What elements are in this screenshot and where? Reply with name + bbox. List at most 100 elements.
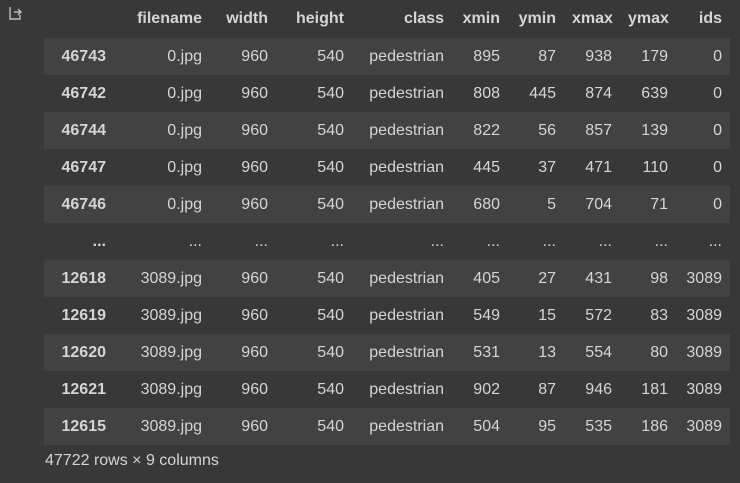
cell-height: 540	[317, 121, 344, 139]
cell-xmin: 531	[473, 343, 500, 361]
cell-xmin: 808	[473, 84, 500, 102]
row-index: 46742	[61, 84, 107, 102]
table-header: filename width height class xmin ymin xmax ymax…	[44, 0, 730, 38]
output-redirect-icon[interactable]	[8, 6, 22, 20]
table-row: 46742 0.jpg 960 540 pedestrian 808 445 874 639 0	[44, 75, 730, 112]
cell-xmax: 471	[585, 158, 612, 176]
cell-class: pedestrian	[369, 47, 444, 65]
cell-ymax: ...	[654, 232, 668, 250]
cell-filename: 3089.jpg	[140, 343, 202, 361]
cell-ymin: 5	[547, 195, 556, 213]
cell-ymin: 15	[538, 306, 556, 324]
cell-width: 960	[241, 343, 268, 361]
cell-width: 960	[241, 121, 268, 139]
table-row: 12621 3089.jpg 960 540 pedestrian 902 87 946 181…	[44, 371, 730, 408]
cell-height: 540	[317, 195, 344, 213]
cell-xmin: 549	[473, 306, 500, 324]
column-header-width: width	[226, 10, 268, 27]
cell-xmax: 554	[585, 343, 612, 361]
cell-ymax: 80	[650, 343, 668, 361]
row-index: 12619	[61, 306, 107, 324]
row-index: 46743	[61, 47, 107, 65]
cell-ids: 0	[713, 158, 722, 176]
dataframe-table: filename width height class xmin ymin xmax ymax…	[44, 0, 730, 445]
cell-ymin: 13	[538, 343, 556, 361]
column-header-ymin: ymin	[518, 10, 556, 27]
cell-ymin: 87	[538, 47, 556, 65]
cell-xmin: 680	[473, 195, 500, 213]
row-index: 46746	[61, 195, 107, 213]
cell-ids: 0	[713, 195, 722, 213]
cell-xmax: 704	[585, 195, 612, 213]
cell-xmax: 431	[585, 269, 612, 287]
cell-ymin: ...	[542, 232, 556, 250]
column-header-xmax: xmax	[572, 10, 613, 27]
dataframe-shape-summary: 47722 rows × 9 columns	[45, 452, 219, 469]
cell-ids: 3089	[686, 380, 722, 398]
row-index: ...	[92, 232, 106, 250]
cell-width: 960	[241, 84, 268, 102]
cell-ymax: 83	[650, 306, 668, 324]
dataframe-output: filename width height class xmin ymin xmax ymax…	[44, 0, 732, 445]
cell-ids: 3089	[686, 269, 722, 287]
row-index: 12620	[61, 343, 107, 361]
cell-class: pedestrian	[369, 121, 444, 139]
cell-height: 540	[317, 158, 344, 176]
cell-xmax: 874	[585, 84, 612, 102]
cell-filename: 3089.jpg	[140, 269, 202, 287]
column-header-xmin: xmin	[462, 10, 500, 27]
cell-ymin: 37	[538, 158, 556, 176]
header-row: filename width height class xmin ymin xmax ymax…	[44, 0, 730, 38]
cell-filename: 0.jpg	[167, 121, 202, 139]
cell-ymax: 179	[641, 47, 668, 65]
cell-xmin: 822	[473, 121, 500, 139]
cell-filename: 3089.jpg	[140, 380, 202, 398]
cell-ymin: 27	[538, 269, 556, 287]
cell-height: ...	[330, 232, 344, 250]
cell-height: 540	[317, 306, 344, 324]
cell-xmax: 938	[585, 47, 612, 65]
cell-width: 960	[241, 306, 268, 324]
column-header-class: class	[403, 10, 444, 27]
cell-ids: ...	[708, 232, 722, 250]
cell-ymin: 56	[538, 121, 556, 139]
table-row: 12620 3089.jpg 960 540 pedestrian 531 13 554 80 3…	[44, 334, 730, 371]
cell-ids: 3089	[686, 306, 722, 324]
cell-ids: 3089	[686, 343, 722, 361]
table-row: 12618 3089.jpg 960 540 pedestrian 405 27 431 98 3…	[44, 260, 730, 297]
column-header-ids: ids	[698, 10, 722, 27]
cell-ids: 3089	[686, 417, 722, 435]
table-row: 46743 0.jpg 960 540 pedestrian 895 87 938 179 0	[44, 38, 730, 75]
cell-ymax: 139	[641, 121, 668, 139]
cell-ymin: 445	[529, 84, 556, 102]
cell-class: ...	[430, 232, 444, 250]
row-index: 46744	[61, 121, 107, 139]
cell-filename: 3089.jpg	[140, 306, 202, 324]
cell-ymax: 181	[641, 380, 668, 398]
cell-ymax: 71	[650, 195, 668, 213]
cell-class: pedestrian	[369, 380, 444, 398]
cell-xmin: 895	[473, 47, 500, 65]
cell-filename: 3089.jpg	[140, 417, 202, 435]
cell-filename: 0.jpg	[167, 47, 202, 65]
cell-width: 960	[241, 380, 268, 398]
cell-width: ...	[254, 232, 268, 250]
cell-xmax: ...	[598, 232, 612, 250]
cell-ymax: 639	[641, 84, 668, 102]
cell-xmax: 946	[585, 380, 612, 398]
cell-xmin: 504	[473, 417, 500, 435]
cell-xmin: 445	[473, 158, 500, 176]
column-header-filename: filename	[137, 10, 202, 27]
table-row: 12619 3089.jpg 960 540 pedestrian 549 15 572 83 3…	[44, 297, 730, 334]
cell-class: pedestrian	[369, 417, 444, 435]
cell-filename: 0.jpg	[167, 195, 202, 213]
row-index: 12618	[61, 269, 107, 287]
cell-filename: ...	[188, 232, 202, 250]
cell-height: 540	[317, 343, 344, 361]
cell-width: 960	[241, 195, 268, 213]
row-index: 46747	[61, 158, 107, 176]
cell-height: 540	[317, 269, 344, 287]
index-header	[44, 0, 114, 38]
cell-ymax: 98	[650, 269, 668, 287]
cell-xmax: 857	[585, 121, 612, 139]
